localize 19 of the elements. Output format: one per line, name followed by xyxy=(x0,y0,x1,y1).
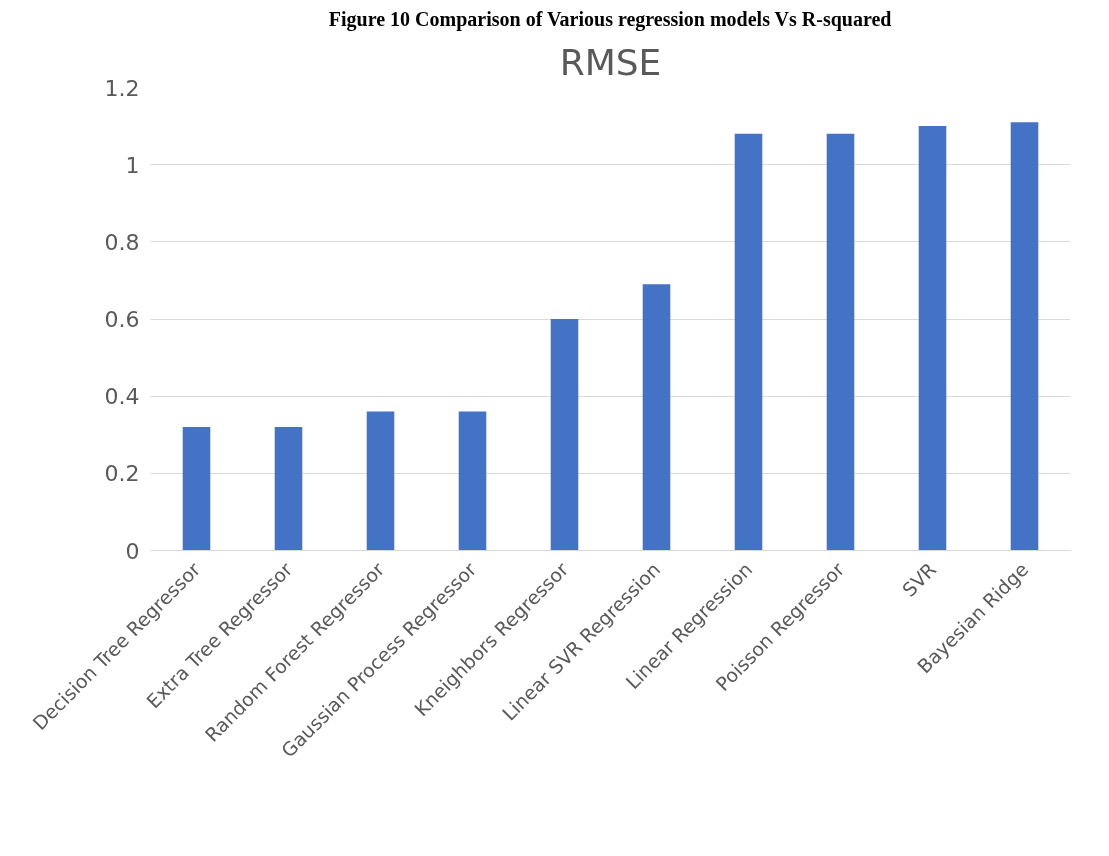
bar xyxy=(182,427,211,551)
caption: Figure 10 Comparison of Various regression models Vs R-squared xyxy=(328,7,892,31)
bar xyxy=(918,126,947,551)
chart-title: RMSE xyxy=(559,41,662,83)
y-tick-label: 0 xyxy=(125,538,140,564)
bar xyxy=(734,133,763,551)
y-tick-label: 1.2 xyxy=(104,75,140,101)
y-tick-label: 0.6 xyxy=(104,307,140,332)
y-tick-label: 0.2 xyxy=(104,461,140,487)
bar xyxy=(550,319,579,551)
bar xyxy=(274,427,303,551)
y-tick-label: 0.4 xyxy=(104,384,140,410)
bar xyxy=(642,284,671,551)
bar xyxy=(366,411,395,551)
bar xyxy=(826,133,855,551)
y-tick-label: 1 xyxy=(125,152,140,178)
bar xyxy=(458,411,487,551)
y-tick-label: 0.8 xyxy=(104,229,140,255)
bar xyxy=(1010,122,1039,551)
